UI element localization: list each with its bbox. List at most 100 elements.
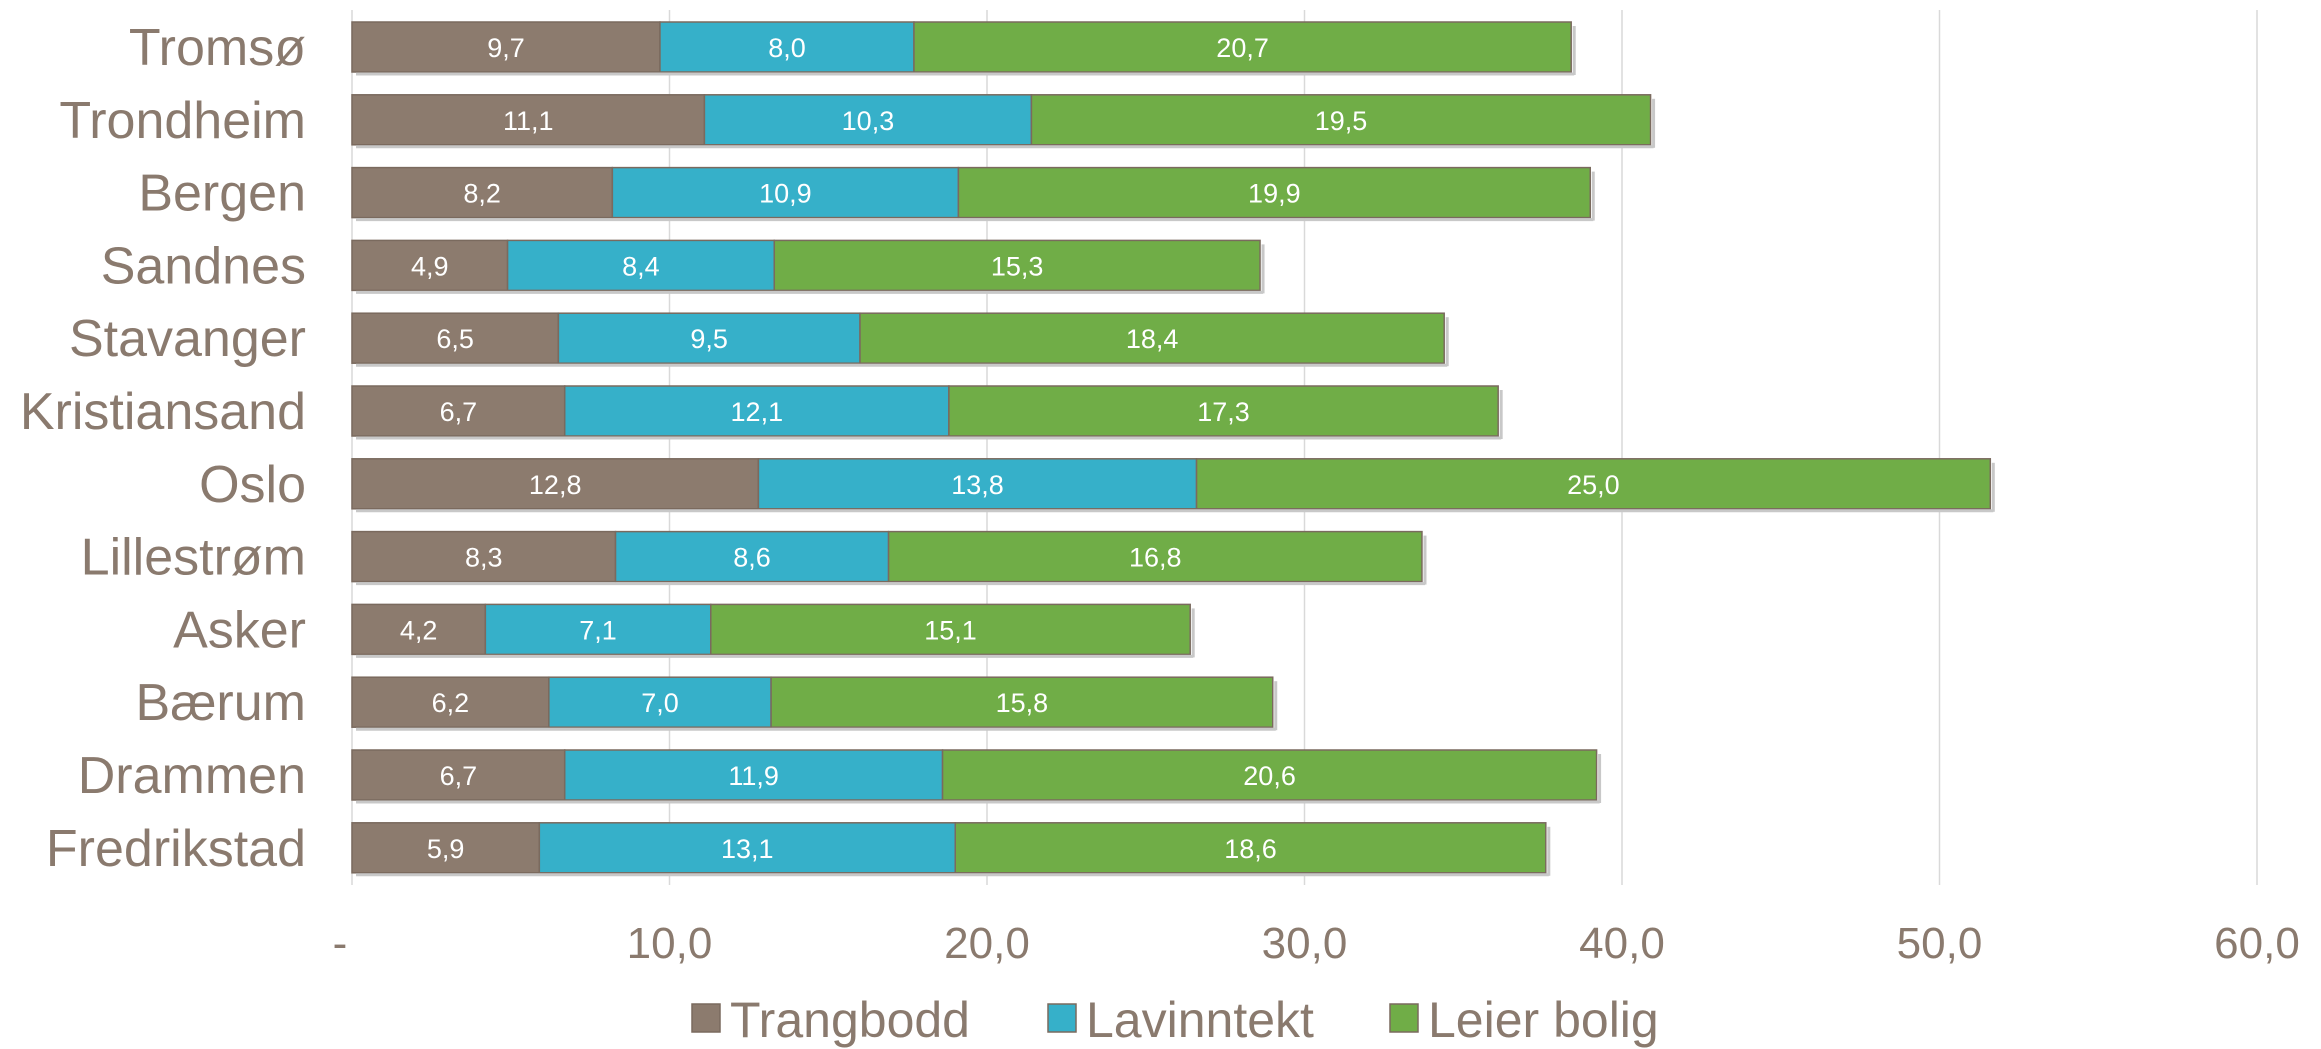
bar-segment bbox=[948, 385, 1499, 437]
data-label: 5,9 bbox=[427, 834, 465, 864]
bar-segment bbox=[773, 239, 1261, 292]
data-label: 17,3 bbox=[1197, 397, 1250, 427]
bar-segment bbox=[563, 385, 950, 437]
data-label: 8,3 bbox=[465, 543, 503, 573]
data-label: 12,1 bbox=[731, 397, 784, 427]
bar-segment bbox=[563, 749, 944, 801]
data-label: 15,8 bbox=[996, 688, 1049, 718]
bar-segment bbox=[614, 530, 890, 583]
bar-segment bbox=[351, 603, 487, 656]
data-label: 15,1 bbox=[924, 615, 977, 645]
category-label: Oslo bbox=[199, 456, 306, 514]
legend: Trangbodd Lavinntekt Leier bolig bbox=[691, 992, 1659, 1048]
category-label: Bærum bbox=[136, 674, 306, 732]
x-tick-label: 50,0 bbox=[1897, 919, 1983, 968]
category-label: Bergen bbox=[138, 165, 306, 223]
bar-segment bbox=[351, 94, 706, 146]
bar-segment bbox=[659, 21, 915, 73]
bar-segment bbox=[351, 166, 614, 219]
data-label: 13,8 bbox=[951, 470, 1004, 500]
data-label: 9,7 bbox=[487, 33, 525, 63]
data-label: 19,9 bbox=[1248, 179, 1301, 209]
bar-segment bbox=[770, 676, 1274, 728]
data-label: 19,5 bbox=[1315, 106, 1368, 136]
x-tick-label: 40,0 bbox=[1579, 919, 1665, 968]
bar-segment bbox=[710, 603, 1191, 656]
bar-segment bbox=[548, 676, 772, 728]
data-label: 10,3 bbox=[842, 106, 895, 136]
bar-segment bbox=[913, 21, 1572, 73]
bar-segment bbox=[351, 239, 509, 292]
data-label: 8,2 bbox=[463, 179, 501, 209]
category-label: Lillestrøm bbox=[81, 529, 306, 587]
x-tick-label: - bbox=[333, 919, 348, 968]
category-labels: Tromsø Trondheim Bergen Sandnes Stavanger Kri… bbox=[20, 19, 306, 878]
bar-segment bbox=[887, 530, 1423, 583]
x-tick-label: 20,0 bbox=[944, 919, 1030, 968]
bar-segment bbox=[506, 239, 776, 292]
category-label: Fredrikstad bbox=[46, 820, 306, 878]
data-label: 18,4 bbox=[1126, 324, 1179, 354]
x-tick-label: 30,0 bbox=[1262, 919, 1348, 968]
bar-segment bbox=[957, 166, 1591, 219]
bar-segment bbox=[351, 312, 560, 364]
bar-segment bbox=[703, 94, 1033, 146]
legend-swatch bbox=[691, 1003, 721, 1033]
legend-label: Lavinntekt bbox=[1086, 992, 1314, 1048]
bar-segment bbox=[351, 21, 661, 73]
bar-segment bbox=[538, 822, 956, 874]
category-label: Kristiansand bbox=[20, 383, 306, 441]
x-axis-tick-labels: - 10,0 20,0 30,0 40,0 50,0 60,0 bbox=[333, 919, 2300, 968]
bar-segment bbox=[954, 822, 1547, 874]
category-label: Trondheim bbox=[59, 92, 306, 150]
data-label: 4,9 bbox=[411, 251, 449, 281]
bar-segment bbox=[351, 749, 566, 801]
data-label: 15,3 bbox=[991, 251, 1044, 281]
bar-segment bbox=[1195, 458, 1992, 510]
data-label: 12,8 bbox=[529, 470, 582, 500]
data-label: 20,7 bbox=[1216, 33, 1269, 63]
legend-swatch bbox=[1389, 1003, 1419, 1033]
bar-segment bbox=[351, 530, 617, 583]
data-label: 18,6 bbox=[1224, 834, 1277, 864]
bars: 9,7 8,0 20,7 11,1 10,3 19,5 8,2 10,9 19,9 4,9 8,4 1… bbox=[351, 21, 1995, 877]
data-label: 6,5 bbox=[436, 324, 474, 354]
data-label: 6,7 bbox=[440, 397, 478, 427]
bar-segment bbox=[484, 603, 712, 656]
data-label: 10,9 bbox=[759, 179, 812, 209]
data-label: 11,9 bbox=[728, 761, 779, 791]
data-label: 8,6 bbox=[733, 543, 771, 573]
data-label: 8,0 bbox=[768, 33, 806, 63]
data-label: 7,1 bbox=[579, 615, 617, 645]
data-label: 11,1 bbox=[503, 106, 554, 136]
data-label: 8,4 bbox=[622, 251, 660, 281]
data-label: 25,0 bbox=[1567, 470, 1620, 500]
x-tick-label: 10,0 bbox=[627, 919, 713, 968]
category-label: Tromsø bbox=[129, 19, 306, 77]
data-label: 20,6 bbox=[1243, 761, 1296, 791]
data-label: 9,5 bbox=[690, 324, 728, 354]
x-tick-label: 60,0 bbox=[2214, 919, 2300, 968]
data-label: 6,2 bbox=[432, 688, 470, 718]
category-label: Asker bbox=[173, 601, 306, 659]
bar-segment bbox=[351, 676, 550, 728]
data-label: 16,8 bbox=[1129, 543, 1182, 573]
category-label: Stavanger bbox=[69, 310, 306, 368]
legend-swatch bbox=[1047, 1003, 1077, 1033]
bar-segment bbox=[557, 312, 861, 364]
bar-segment bbox=[1030, 94, 1652, 146]
category-label: Sandnes bbox=[101, 237, 306, 295]
legend-label: Leier bolig bbox=[1428, 992, 1659, 1048]
legend-label: Trangbodd bbox=[730, 992, 970, 1048]
data-label: 13,1 bbox=[721, 834, 774, 864]
bar-segment bbox=[757, 458, 1198, 510]
bar-segment bbox=[941, 749, 1598, 801]
data-label: 6,7 bbox=[440, 761, 478, 791]
category-label: Drammen bbox=[78, 747, 306, 805]
bar-segment bbox=[351, 385, 566, 437]
grid-lines bbox=[351, 10, 2258, 885]
data-label: 7,0 bbox=[641, 688, 679, 718]
bar-segment bbox=[859, 312, 1445, 364]
data-label: 4,2 bbox=[400, 615, 438, 645]
